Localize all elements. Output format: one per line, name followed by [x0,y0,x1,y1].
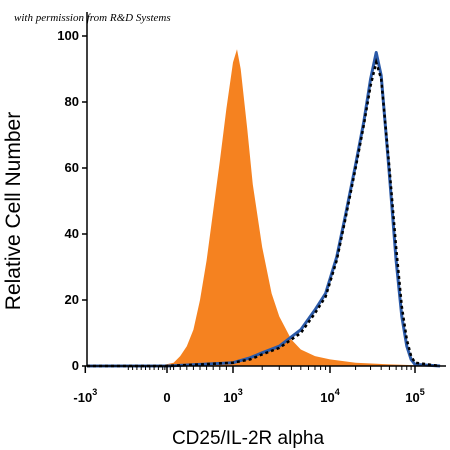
x-tick-label: -103 [73,387,97,405]
watermark-text: with permission from R&D Systems [14,12,171,24]
x-axis-label: CD25/IL-2R alpha [172,428,325,449]
y-axis-label: Relative Cell Number [2,112,25,310]
dotted-histogram [87,57,441,368]
plot-area [87,49,441,368]
isotype-control-histogram [87,49,440,366]
x-tick-label: 103 [223,387,242,405]
x-tick-label: 105 [405,387,424,405]
y-tick-label: 80 [65,94,79,109]
y-tick-label: 60 [65,160,79,175]
y-tick-label: 0 [72,358,79,373]
y-tick-label: 20 [65,292,79,307]
y-tick-label: 40 [65,226,79,241]
x-tick-label: 104 [320,387,339,405]
y-tick-labels: 0 20 40 60 80 100 [57,28,87,373]
y-tick-label: 100 [57,28,79,43]
axes [86,12,446,367]
x-tick-labels: -103 0 103 104 105 [73,366,425,405]
x-tick-label: 0 [163,390,170,405]
